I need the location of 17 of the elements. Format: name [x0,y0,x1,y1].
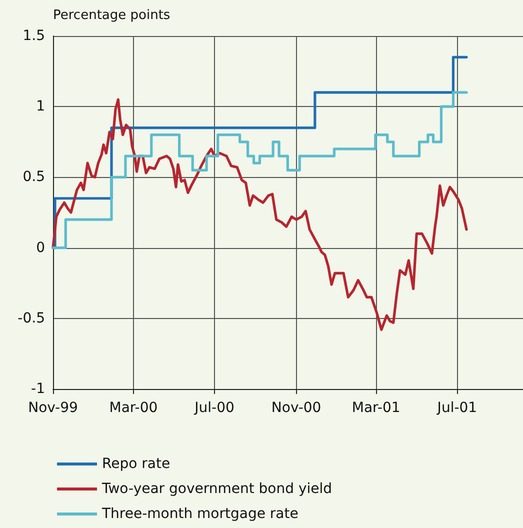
legend-label: Repo rate [102,456,170,472]
legend-label: Two-year government bond yield [101,481,332,497]
x-tick-label: Nov-00 [271,400,322,416]
y-tick-label: -1 [31,381,45,397]
y-tick-label: 0 [36,240,45,256]
y-tick-label: 1.5 [22,28,45,44]
legend-label: Three-month mortgage rate [101,506,298,522]
y-tick-label: -0.5 [18,310,45,326]
x-tick-label: Mar-00 [109,400,158,416]
x-tick-label: Jul-01 [436,400,478,416]
y-tick-label: 0.5 [22,169,45,186]
y-tick-label: 1 [36,98,45,115]
x-tick-label: Jul-00 [194,400,234,416]
line-series [52,98,468,331]
x-tick-label: Nov-99 [28,400,78,416]
x-tick-label: Mar-01 [352,400,400,416]
y-axis-title: Percentage points [53,8,170,23]
